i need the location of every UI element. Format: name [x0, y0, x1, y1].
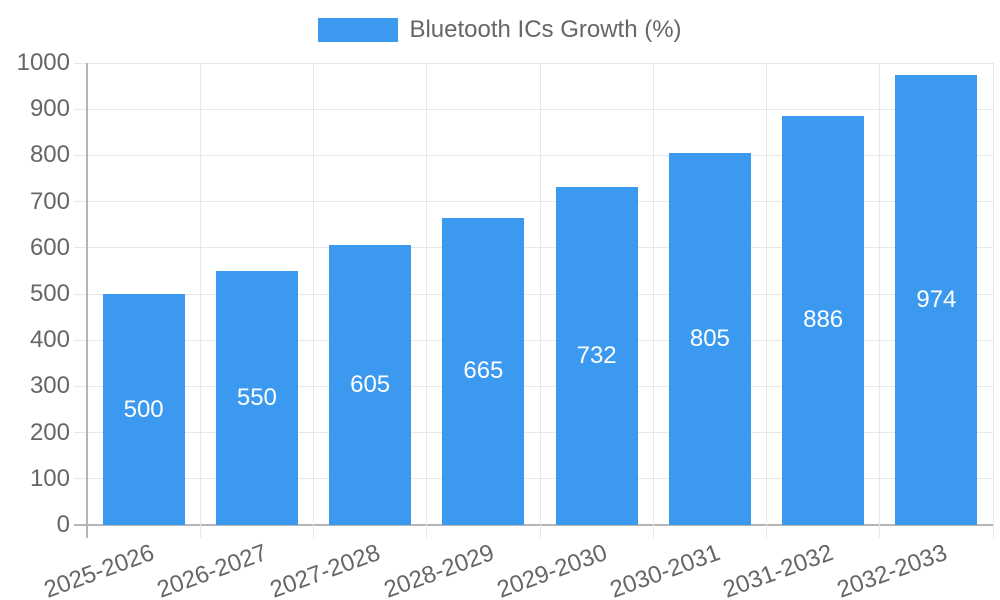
x-tick-label: 2030-2031 — [606, 539, 724, 600]
x-tick-mark — [539, 525, 541, 538]
legend-swatch — [318, 18, 399, 42]
y-tick-mark — [74, 62, 87, 64]
bar-value-label: 732 — [576, 341, 617, 369]
y-tick-mark — [74, 201, 87, 203]
x-tick-mark — [992, 525, 994, 538]
legend-label: Bluetooth ICs Growth (%) — [409, 16, 682, 43]
y-tick-mark — [74, 108, 87, 110]
bar-value-label: 886 — [803, 306, 844, 334]
y-tick-mark — [74, 247, 87, 249]
x-tick-mark — [766, 525, 767, 538]
bar-value-label: 550 — [236, 383, 277, 411]
legend: Bluetooth ICs Growth (%) — [0, 16, 1000, 44]
x-tick-label: 2026-2027 — [153, 539, 271, 600]
y-tick-mark — [74, 339, 87, 341]
bar[interactable] — [442, 217, 525, 525]
bar[interactable] — [668, 153, 751, 525]
x-tick-label: 2032-2033 — [833, 539, 951, 600]
bar[interactable] — [555, 186, 638, 525]
x-tick-mark — [652, 525, 654, 538]
x-gridline — [313, 63, 314, 525]
y-tick-label: 200 — [29, 418, 70, 446]
y-tick-label: 600 — [29, 233, 70, 261]
y-tick-label: 100 — [29, 464, 70, 492]
x-tick-label: 2025-2026 — [40, 539, 158, 600]
x-gridline — [879, 63, 881, 525]
bar-value-label: 974 — [916, 286, 957, 313]
x-gridline — [539, 63, 541, 525]
x-tick-mark — [879, 525, 881, 538]
x-tick-mark — [426, 525, 428, 538]
y-tick-label: 900 — [29, 95, 70, 123]
bar-value-label: 500 — [123, 395, 164, 423]
y-tick-mark — [74, 385, 87, 387]
x-tick-label: 2028-2029 — [380, 539, 498, 600]
legend-item[interactable]: Bluetooth ICs Growth (%) — [318, 16, 682, 44]
y-tick-label: 0 — [56, 511, 70, 538]
x-gridline — [426, 63, 428, 525]
x-tick-label: 2031-2032 — [719, 539, 838, 600]
x-tick-label: 2027-2028 — [266, 539, 385, 600]
y-tick-label: 800 — [29, 141, 70, 169]
y-tick-label: 700 — [29, 187, 70, 215]
y-tick-mark — [74, 293, 87, 295]
y-tick-label: 1000 — [16, 49, 70, 76]
x-gridline — [199, 63, 201, 525]
bar-value-label: 605 — [350, 371, 391, 399]
bar[interactable] — [102, 294, 185, 525]
x-gridline — [86, 63, 88, 525]
bar[interactable] — [215, 270, 298, 525]
bar-value-label: 665 — [463, 357, 504, 385]
bar[interactable] — [329, 245, 412, 525]
x-gridline — [652, 63, 654, 525]
y-tick-label: 300 — [29, 372, 70, 400]
y-tick-label: 500 — [29, 280, 70, 307]
y-tick-label: 400 — [29, 326, 70, 354]
y-tick-mark — [74, 524, 87, 526]
x-tick-label: 2029-2030 — [493, 539, 611, 600]
x-tick-mark — [313, 525, 314, 538]
bar[interactable] — [782, 115, 865, 525]
bar[interactable] — [895, 75, 978, 525]
y-tick-mark — [74, 478, 87, 480]
x-tick-mark — [199, 525, 201, 538]
y-tick-mark — [74, 154, 87, 156]
bar-value-label: 805 — [689, 325, 730, 353]
x-gridline — [992, 63, 994, 525]
x-gridline — [766, 63, 767, 525]
x-tick-mark — [86, 525, 88, 538]
y-tick-mark — [74, 432, 87, 434]
